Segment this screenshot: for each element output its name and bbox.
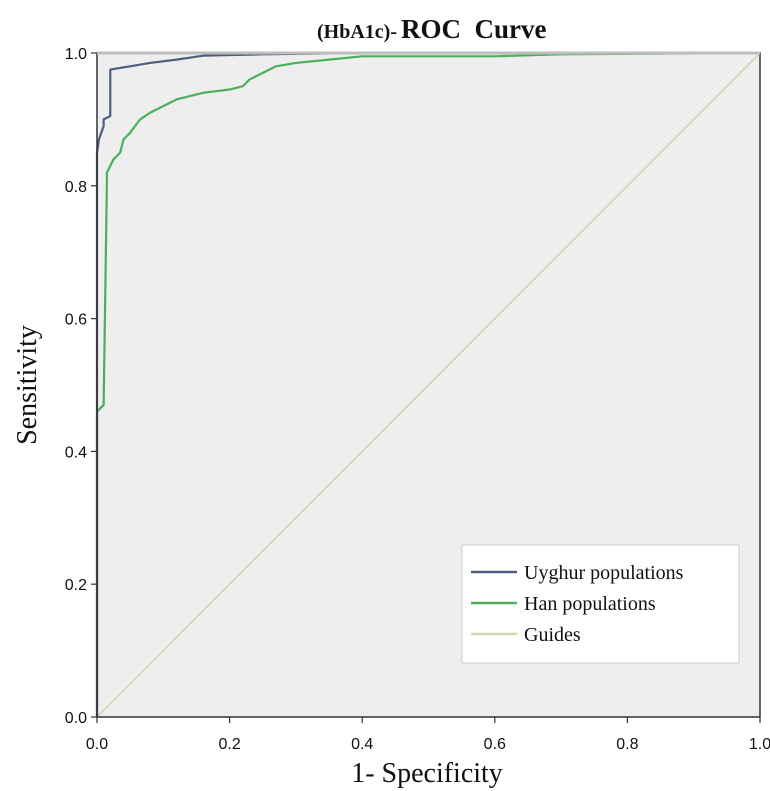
x-tick-label: 0.0 — [86, 736, 108, 753]
x-axis-label: 1- Specificity — [351, 758, 503, 789]
y-tick-label: 0.0 — [65, 710, 87, 727]
axis-layer: 0.0 0.2 0.4 0.6 0.8 1.0 0.0 0.2 0.4 0.6 0.8 1.0 — [65, 46, 770, 753]
x-tick-label: 0.4 — [351, 736, 373, 753]
legend-label-han-populations: Han populations — [524, 593, 656, 615]
x-tick-label: 0.8 — [616, 736, 638, 753]
chart-title-prefix: (HbA1c)- — [317, 21, 397, 43]
series-line-guides — [96, 52, 761, 718]
x-tick-label: 0.2 — [218, 736, 240, 753]
legend: Uyghur populations Han populations Guides — [461, 544, 740, 664]
legend-label-guides: Guides — [524, 624, 581, 646]
y-tick-label: 0.8 — [65, 179, 87, 196]
chart-title: ROC Curve — [401, 14, 546, 44]
x-tick-label: 0.6 — [484, 736, 506, 753]
y-tick-label: 0.2 — [65, 577, 87, 594]
y-tick-label: 0.4 — [65, 444, 87, 461]
y-tick-label: 1.0 — [65, 46, 87, 63]
y-axis-label: Sensitivity — [12, 325, 43, 445]
x-tick-label: 1.0 — [749, 736, 770, 753]
y-tick-label: 0.6 — [65, 312, 87, 329]
series-line-han-populations — [95, 51, 761, 717]
legend-label-uyghur-populations: Uyghur populations — [524, 562, 684, 584]
legend-items: Uyghur populations Han populations Guides — [471, 562, 684, 646]
